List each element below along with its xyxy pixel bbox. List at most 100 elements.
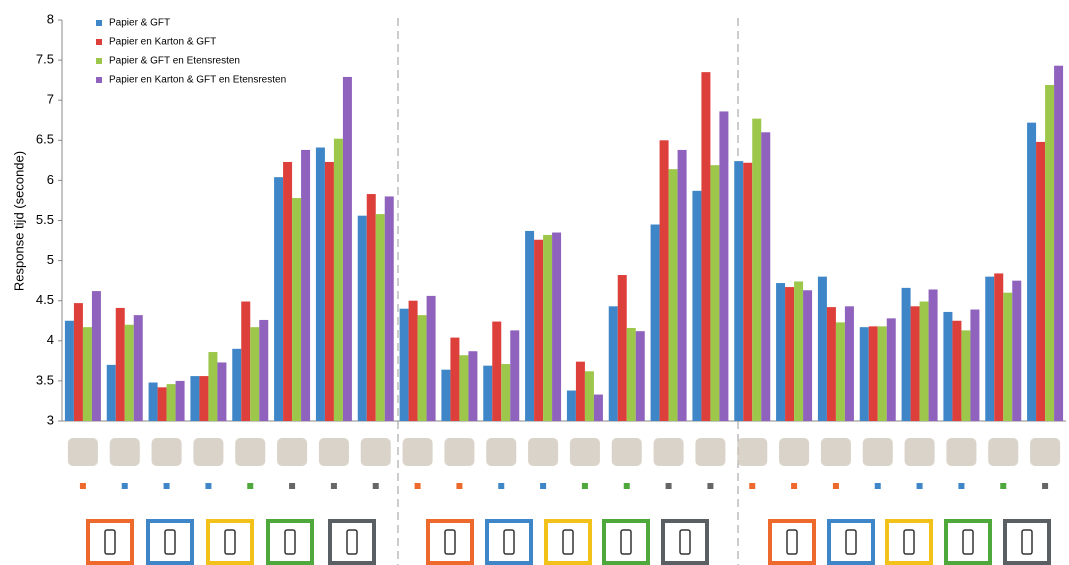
bar [970, 309, 980, 421]
bar [450, 337, 460, 421]
item-image [946, 438, 977, 466]
bar [148, 382, 158, 421]
bar [1045, 84, 1055, 421]
bin-marker [749, 483, 756, 489]
bin-icon [86, 519, 134, 565]
bar [106, 364, 116, 421]
bar [593, 394, 603, 421]
bar [459, 355, 469, 421]
y-tick-label: 6.5 [36, 132, 54, 147]
bar [1054, 65, 1064, 422]
y-tick-label: 7 [47, 92, 54, 107]
bin-marker [958, 483, 965, 489]
bar [82, 327, 92, 421]
bar [91, 291, 101, 421]
bin-marker [414, 483, 421, 489]
bar [919, 301, 929, 421]
y-tick-label: 6 [47, 172, 54, 187]
bar [124, 324, 134, 421]
bar [719, 111, 729, 421]
bar [994, 273, 1004, 421]
bar [817, 276, 827, 421]
bar [776, 283, 786, 421]
bar [710, 165, 720, 421]
item-image [486, 438, 517, 466]
bar [166, 384, 176, 421]
bar [501, 364, 511, 421]
bar [635, 331, 645, 421]
bin-marker [874, 483, 881, 489]
bin-marker [1042, 483, 1049, 489]
bar [928, 289, 938, 421]
y-tick-label: 8 [47, 11, 54, 26]
item-image [193, 438, 224, 466]
bar [886, 318, 896, 421]
bar [175, 380, 185, 421]
bar [1027, 122, 1037, 421]
item-image [360, 438, 391, 466]
bar [584, 371, 594, 421]
bar [901, 287, 911, 421]
y-tick-label: 4.5 [36, 292, 54, 307]
bar [483, 365, 493, 421]
item-image [277, 438, 308, 466]
legend-label: Papier & GFT en Etensresten [109, 56, 240, 67]
bar [342, 76, 352, 421]
bin-marker [707, 483, 714, 489]
bin-marker [665, 483, 672, 489]
bin-glyph [346, 529, 358, 555]
bar [426, 295, 436, 421]
bar [877, 326, 887, 421]
bin-icon [146, 519, 194, 565]
legend-swatch [96, 77, 102, 83]
bar [333, 138, 343, 422]
legend-swatch [96, 20, 102, 26]
item-image [109, 438, 140, 466]
legend-label: Papier & GFT [109, 18, 170, 29]
bar [1003, 292, 1013, 421]
y-tick-label: 5.5 [36, 212, 54, 227]
bar [357, 215, 367, 421]
bin-icon [485, 519, 533, 565]
bar [803, 290, 813, 421]
bar [492, 321, 502, 421]
bar [315, 147, 325, 421]
bin-glyph [962, 529, 974, 555]
bin-glyph [284, 529, 296, 555]
bar [734, 161, 744, 422]
bar [677, 149, 687, 421]
bar [826, 307, 836, 421]
bin-icon [206, 519, 254, 565]
bar [250, 327, 260, 421]
bar [910, 306, 920, 421]
bin-glyph [620, 529, 632, 555]
bin-marker [498, 483, 505, 489]
bar [525, 230, 535, 421]
bar [157, 387, 167, 421]
bar [441, 369, 451, 421]
y-tick-label: 3 [47, 412, 54, 427]
bar [608, 306, 618, 421]
bar [543, 234, 553, 421]
bar [566, 390, 576, 421]
bar [650, 224, 660, 421]
bar [659, 140, 669, 422]
bar [534, 239, 544, 421]
y-tick-label: 4 [47, 332, 54, 347]
bin-glyph [224, 529, 236, 555]
bar [575, 361, 585, 421]
bin-marker [79, 483, 86, 489]
bar [668, 169, 678, 421]
bin-glyph [903, 529, 915, 555]
bin-marker [247, 483, 254, 489]
bin-icon [1003, 519, 1051, 565]
item-image [904, 438, 935, 466]
bar [417, 315, 427, 421]
bar [64, 320, 74, 421]
bin-marker [163, 483, 170, 489]
bar [190, 376, 200, 421]
bin-marker [623, 483, 630, 489]
bin-marker [832, 483, 839, 489]
bar [292, 198, 302, 421]
bin-glyph [786, 529, 798, 555]
